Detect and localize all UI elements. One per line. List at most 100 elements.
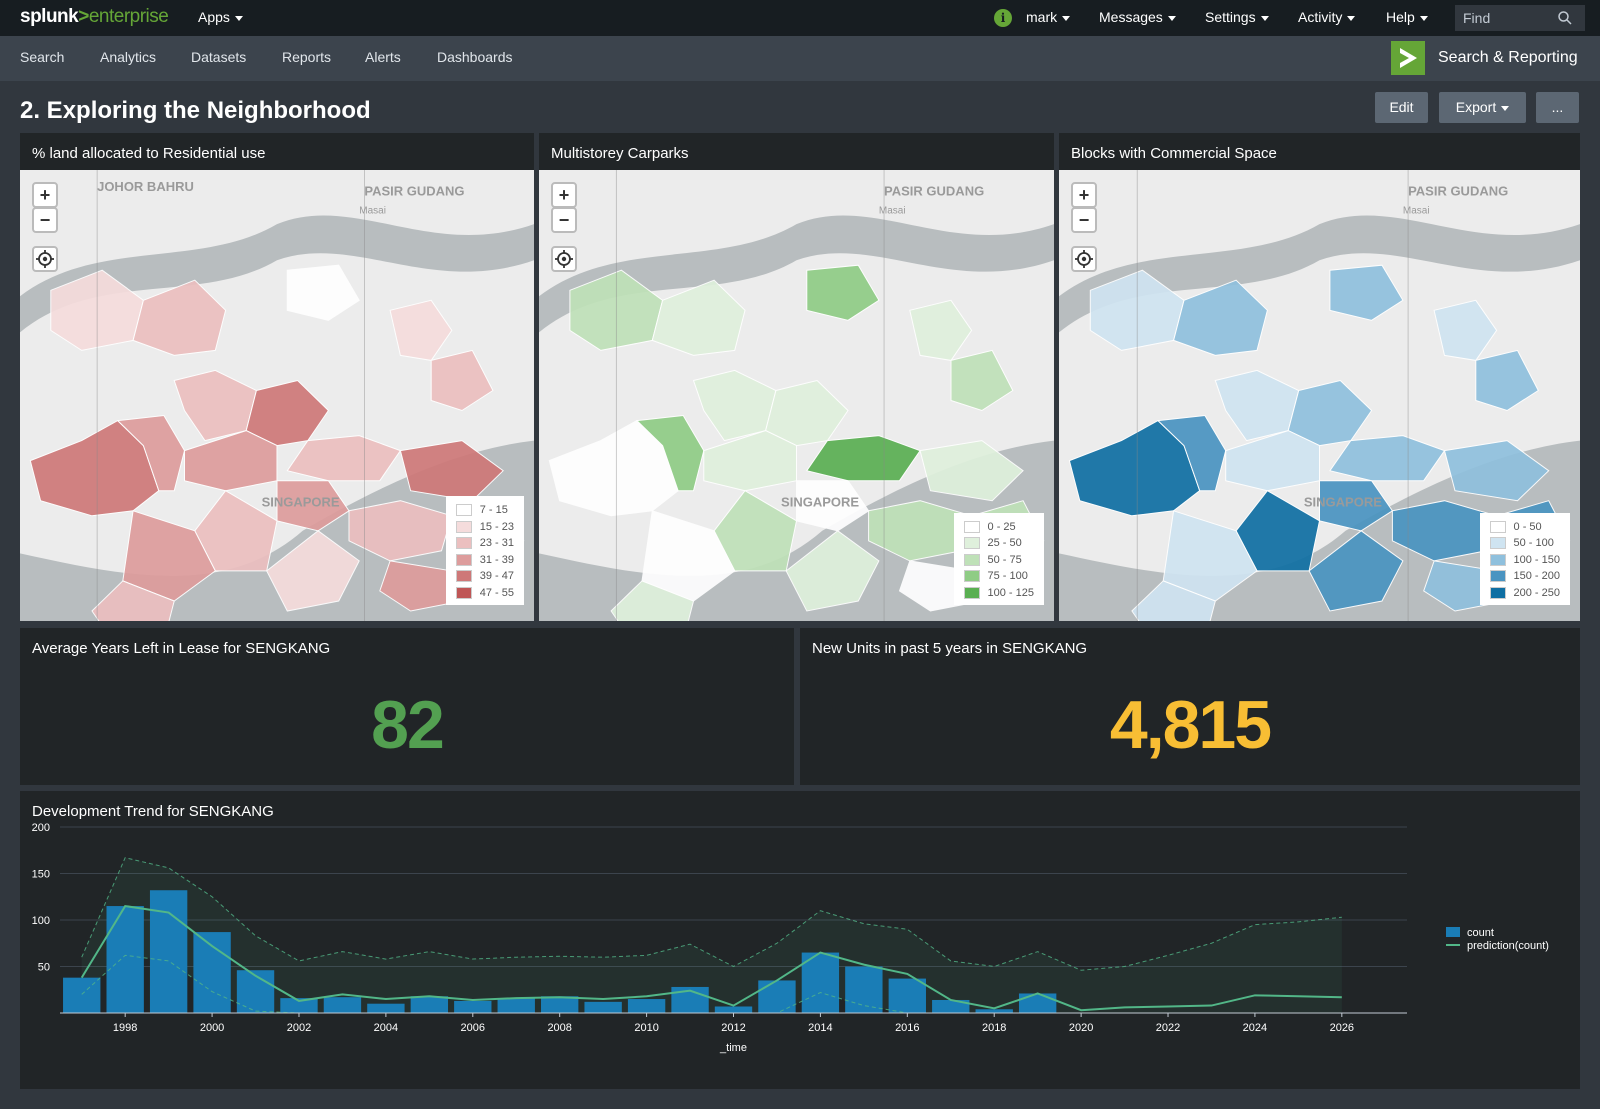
map-region[interactable] [713,490,798,572]
edit-button[interactable]: Edit [1375,92,1428,123]
map-region[interactable] [635,414,705,492]
count-bar[interactable] [1018,993,1057,1013]
legend-label-count[interactable]: count [1467,927,1494,939]
info-icon[interactable]: i [994,9,1012,27]
splunk-logo[interactable]: splunk>enterprise [20,6,169,28]
development-trend-chart[interactable]: 50 100 150 200 1998 2000 2002 2004 2006 2008 2010 2… [20,791,1580,1089]
map-place-label: Masai [1403,206,1430,217]
choropleth-map[interactable]: JOHOR BAHRU PASIR GUDANG Masai SINGAPORE + − 7… [20,170,534,621]
map-region[interactable] [1162,510,1258,602]
more-actions-button[interactable]: ... [1536,92,1579,123]
zoom-in-button[interactable]: + [551,182,577,208]
map-region[interactable] [286,435,402,482]
legend-swatch [455,520,472,533]
map-region[interactable] [806,264,880,321]
map-region[interactable] [805,435,921,482]
map-region[interactable] [379,560,463,612]
locate-icon[interactable] [551,246,577,272]
map-region[interactable] [796,480,870,532]
messages-menu[interactable]: Messages [1099,9,1176,25]
zoom-out-button[interactable]: − [32,207,58,233]
map-region[interactable] [641,510,736,602]
map-region[interactable] [1308,530,1404,612]
nav-dashboards[interactable]: Dashboards [437,49,513,65]
count-bar[interactable] [801,952,840,1013]
nav-analytics[interactable]: Analytics [100,49,157,65]
map-region[interactable] [430,349,494,412]
map-region[interactable] [389,299,453,361]
locate-icon[interactable] [32,246,58,272]
count-bar[interactable] [845,966,883,1014]
map-region[interactable] [194,490,278,572]
zoom-out-button[interactable]: − [1071,207,1097,233]
map-region[interactable] [1433,299,1498,361]
count-bar[interactable] [323,997,362,1013]
legend-label-prediction[interactable]: prediction(count) [1467,940,1549,952]
prediction-line[interactable] [80,904,1342,1012]
count-bar[interactable] [932,999,970,1013]
map-canvas[interactable]: PASIR GUDANG Masai SINGAPORE [539,170,1054,621]
map-region[interactable] [276,480,350,532]
count-bar[interactable] [149,890,188,1013]
nav-search[interactable]: Search [20,49,65,65]
count-bar[interactable] [193,932,231,1013]
choropleth-map[interactable]: PASIR GUDANG Masai SINGAPORE + − 0 - 25 25 - 5… [539,170,1054,621]
map-region[interactable] [1319,480,1394,532]
find-input[interactable] [1455,5,1585,31]
legend-item: 100 - 125 [963,585,1034,602]
search-icon[interactable] [1557,10,1573,26]
map-region[interactable] [399,440,504,502]
legend-item: 23 - 31 [455,535,514,552]
map-region[interactable] [1475,349,1539,412]
map-region[interactable] [132,279,227,356]
help-menu[interactable]: Help [1386,9,1428,25]
count-bar[interactable] [410,996,449,1013]
map-region[interactable] [122,510,216,602]
activity-menu[interactable]: Activity [1298,9,1356,25]
nav-reports[interactable]: Reports [282,49,332,65]
panel-title: Multistorey Carparks [551,145,689,162]
count-bar[interactable] [497,998,535,1013]
count-bar[interactable] [541,996,579,1013]
zoom-out-button[interactable]: − [551,207,577,233]
activity-menu-label: Activity [1298,9,1343,25]
count-bar[interactable] [714,1006,753,1013]
count-bar[interactable] [106,906,144,1013]
map-region[interactable] [1329,264,1404,321]
nav-datasets[interactable]: Datasets [191,49,247,65]
map-region[interactable] [1173,279,1268,356]
count-bar[interactable] [280,998,318,1013]
map-region[interactable] [919,440,1024,502]
count-bar[interactable] [888,978,926,1013]
zoom-in-button[interactable]: + [1071,182,1097,208]
count-bar[interactable] [758,980,796,1013]
apps-menu[interactable]: Apps [198,9,243,25]
map-region[interactable] [1443,440,1550,502]
map-region[interactable] [348,500,453,562]
map-region[interactable] [1329,435,1446,482]
count-bar[interactable] [454,1000,492,1013]
export-button[interactable]: Export [1439,92,1526,123]
user-menu[interactable]: mark [1026,9,1071,25]
map-region[interactable] [266,530,360,612]
map-region[interactable] [909,299,973,361]
map-region[interactable] [286,264,360,321]
choropleth-map[interactable]: PASIR GUDANG Masai SINGAPORE + − 0 - 50 50 - 1… [1059,170,1580,621]
locate-icon[interactable] [1071,246,1097,272]
map-region[interactable] [785,530,880,612]
nav-alerts[interactable]: Alerts [365,49,401,65]
count-bar[interactable] [975,1009,1013,1013]
count-bar[interactable] [627,999,666,1013]
count-bar[interactable] [367,1003,405,1013]
map-region[interactable] [116,414,186,492]
legend-label: 0 - 50 [1513,520,1542,533]
app-name[interactable]: Search & Reporting [1438,49,1578,66]
map-region[interactable] [950,349,1014,412]
count-bar[interactable] [584,1001,622,1013]
map-region[interactable] [651,279,746,356]
zoom-in-button[interactable]: + [32,182,58,208]
map-region[interactable] [1235,490,1321,572]
map-region[interactable] [1156,414,1227,492]
search-reporting-app-icon[interactable] [1391,41,1425,75]
settings-menu[interactable]: Settings [1205,9,1269,25]
